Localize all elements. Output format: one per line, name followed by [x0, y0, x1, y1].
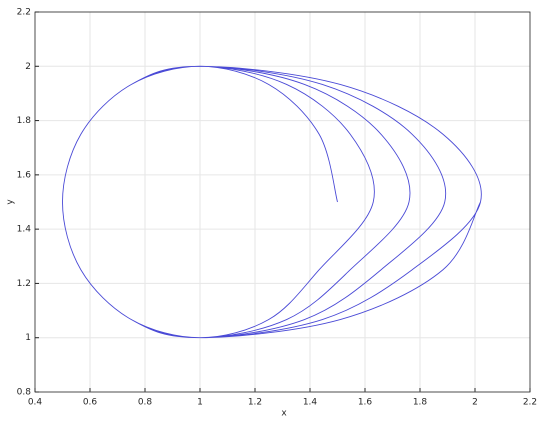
y-tick-label: 1.6	[17, 170, 32, 180]
plot-frame	[34, 11, 531, 393]
x-tick-label: 1.6	[358, 398, 373, 408]
y-tick-label: 0.8	[17, 388, 32, 398]
x-tick-label: 2	[472, 398, 478, 408]
x-tick-label: 2.2	[523, 398, 537, 408]
curve	[62, 65, 482, 339]
y-tick-label: 1.8	[17, 116, 32, 126]
x-tick-label: 0.6	[83, 398, 98, 408]
x-tick-label: 1.8	[413, 398, 428, 408]
y-tick-label: 2.2	[17, 8, 31, 18]
y-tick-label: 1.2	[17, 279, 31, 289]
x-tick-label: 1	[197, 398, 203, 408]
x-tick-label: 0.4	[28, 398, 43, 408]
y-tick-label: 1.4	[17, 225, 32, 235]
x-tick-label: 1.4	[303, 398, 318, 408]
y-tick-label: 2	[25, 62, 31, 72]
x-tick-label: 0.8	[138, 398, 153, 408]
x-axis-label: x	[281, 409, 287, 419]
y-tick-label: 1	[25, 333, 31, 343]
x-tick-label: 1.2	[248, 398, 262, 408]
y-axis-label: y	[6, 199, 16, 205]
